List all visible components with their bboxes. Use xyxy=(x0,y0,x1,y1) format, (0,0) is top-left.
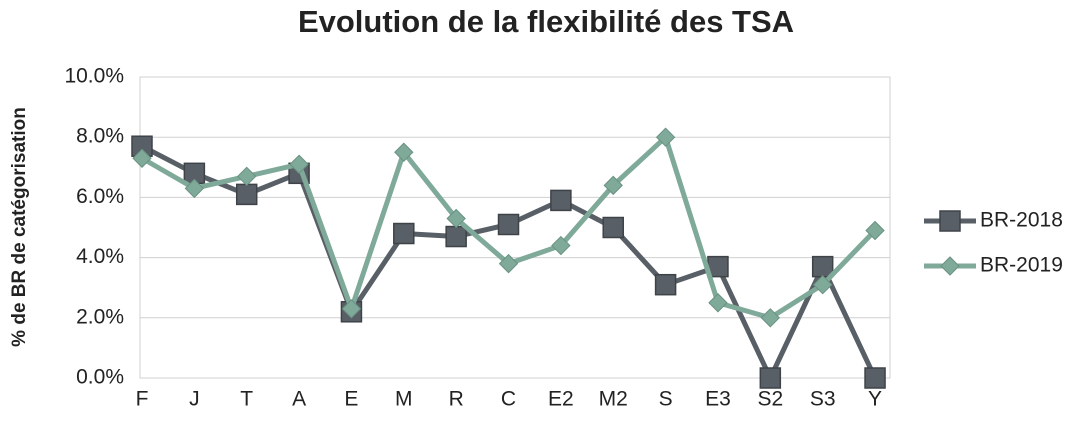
data-point xyxy=(603,175,623,196)
data-point xyxy=(550,189,572,212)
data-point xyxy=(760,308,781,328)
x-tick-label: A xyxy=(292,388,306,411)
x-tick-label: S3 xyxy=(810,388,836,411)
y-axis-label: % de BR de catégorisation xyxy=(9,107,30,347)
data-point xyxy=(811,255,834,278)
data-point xyxy=(708,293,728,313)
legend-marker xyxy=(940,256,960,276)
data-point xyxy=(341,299,362,319)
data-point xyxy=(864,367,886,389)
data-point xyxy=(551,235,571,256)
x-tick-label: S2 xyxy=(757,388,783,411)
x-tick-label: J xyxy=(189,388,200,411)
data-point xyxy=(812,274,833,295)
y-tick-label: 10.0% xyxy=(64,65,124,88)
data-point xyxy=(759,367,782,389)
data-point xyxy=(602,216,624,239)
data-point xyxy=(393,222,415,245)
data-point xyxy=(654,273,677,296)
data-point xyxy=(445,225,467,248)
y-tick-label: 8.0% xyxy=(76,125,124,148)
x-tick-label: E3 xyxy=(705,388,731,411)
x-tick-label: M2 xyxy=(599,388,628,411)
x-tick-label: E xyxy=(344,388,358,411)
x-tick-label: E2 xyxy=(548,388,574,411)
data-point xyxy=(235,183,258,206)
data-point xyxy=(394,142,414,162)
x-tick-label: Y xyxy=(868,388,882,411)
y-tick-label: 0.0% xyxy=(76,366,124,389)
x-tick-label: C xyxy=(501,388,516,411)
y-tick-label: 4.0% xyxy=(76,245,124,268)
data-point xyxy=(237,166,257,187)
x-tick-label: R xyxy=(449,388,464,411)
data-point xyxy=(184,178,205,199)
x-tick-label: S xyxy=(659,388,673,411)
legend-label: BR-2019 xyxy=(980,254,1063,277)
data-point xyxy=(497,213,520,236)
x-tick-label: T xyxy=(240,388,253,411)
legend-marker xyxy=(939,210,961,232)
data-point xyxy=(865,220,885,241)
data-point xyxy=(446,208,466,229)
chart-title: Evolution de la flexibilité des TSA xyxy=(298,4,794,39)
data-point xyxy=(498,253,519,274)
legend-label: BR-2018 xyxy=(980,209,1063,232)
y-tick-label: 2.0% xyxy=(76,305,124,328)
data-point xyxy=(132,148,152,168)
data-point xyxy=(655,127,676,147)
x-tick-label: M xyxy=(395,388,413,411)
x-tick-label: F xyxy=(136,388,149,411)
y-tick-label: 6.0% xyxy=(76,185,124,208)
data-point xyxy=(289,154,309,174)
